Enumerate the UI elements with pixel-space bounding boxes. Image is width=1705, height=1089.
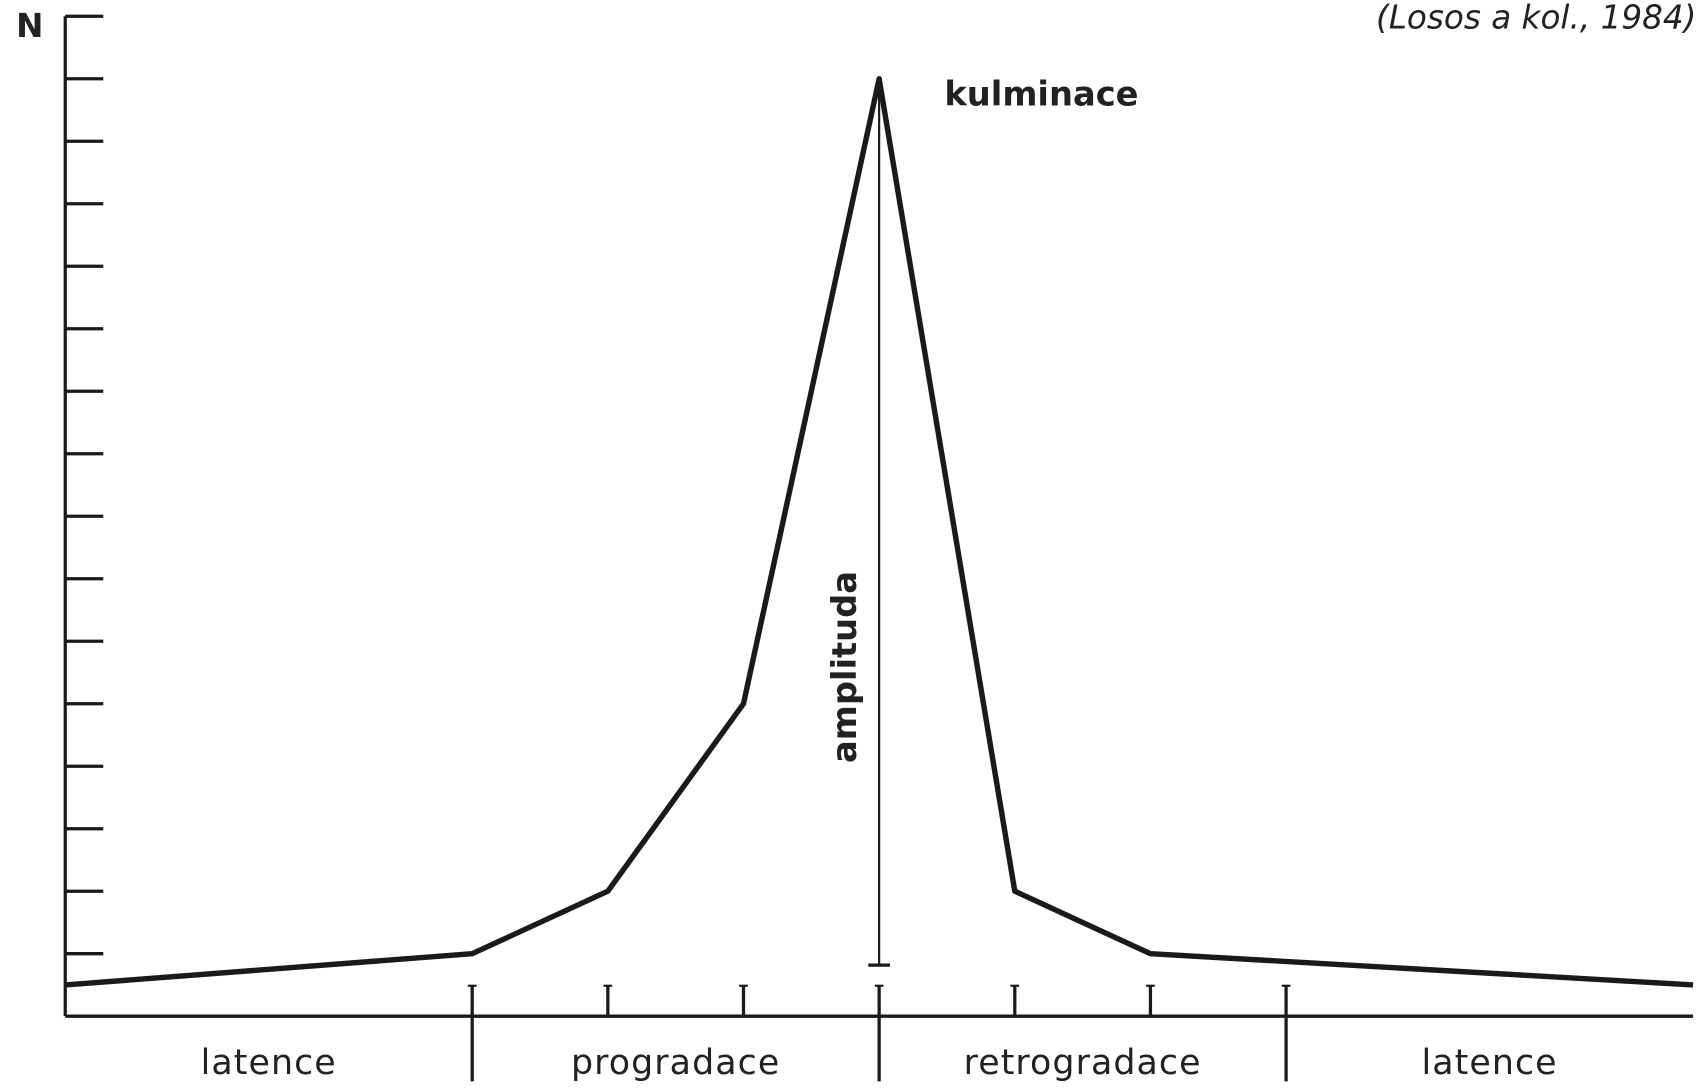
phase-label: progradace [571, 1043, 780, 1083]
phase-label: latence [1421, 1043, 1557, 1083]
annotation: amplituda [825, 571, 864, 763]
source: (Losos a kol., 1984) [1376, 0, 1696, 37]
phase-label: retrogradace [964, 1043, 1202, 1083]
phase-label: latence [201, 1043, 337, 1083]
annotation: kulminace [944, 75, 1138, 114]
y-axis-label: N [16, 7, 43, 45]
data-line [65, 76, 1694, 988]
